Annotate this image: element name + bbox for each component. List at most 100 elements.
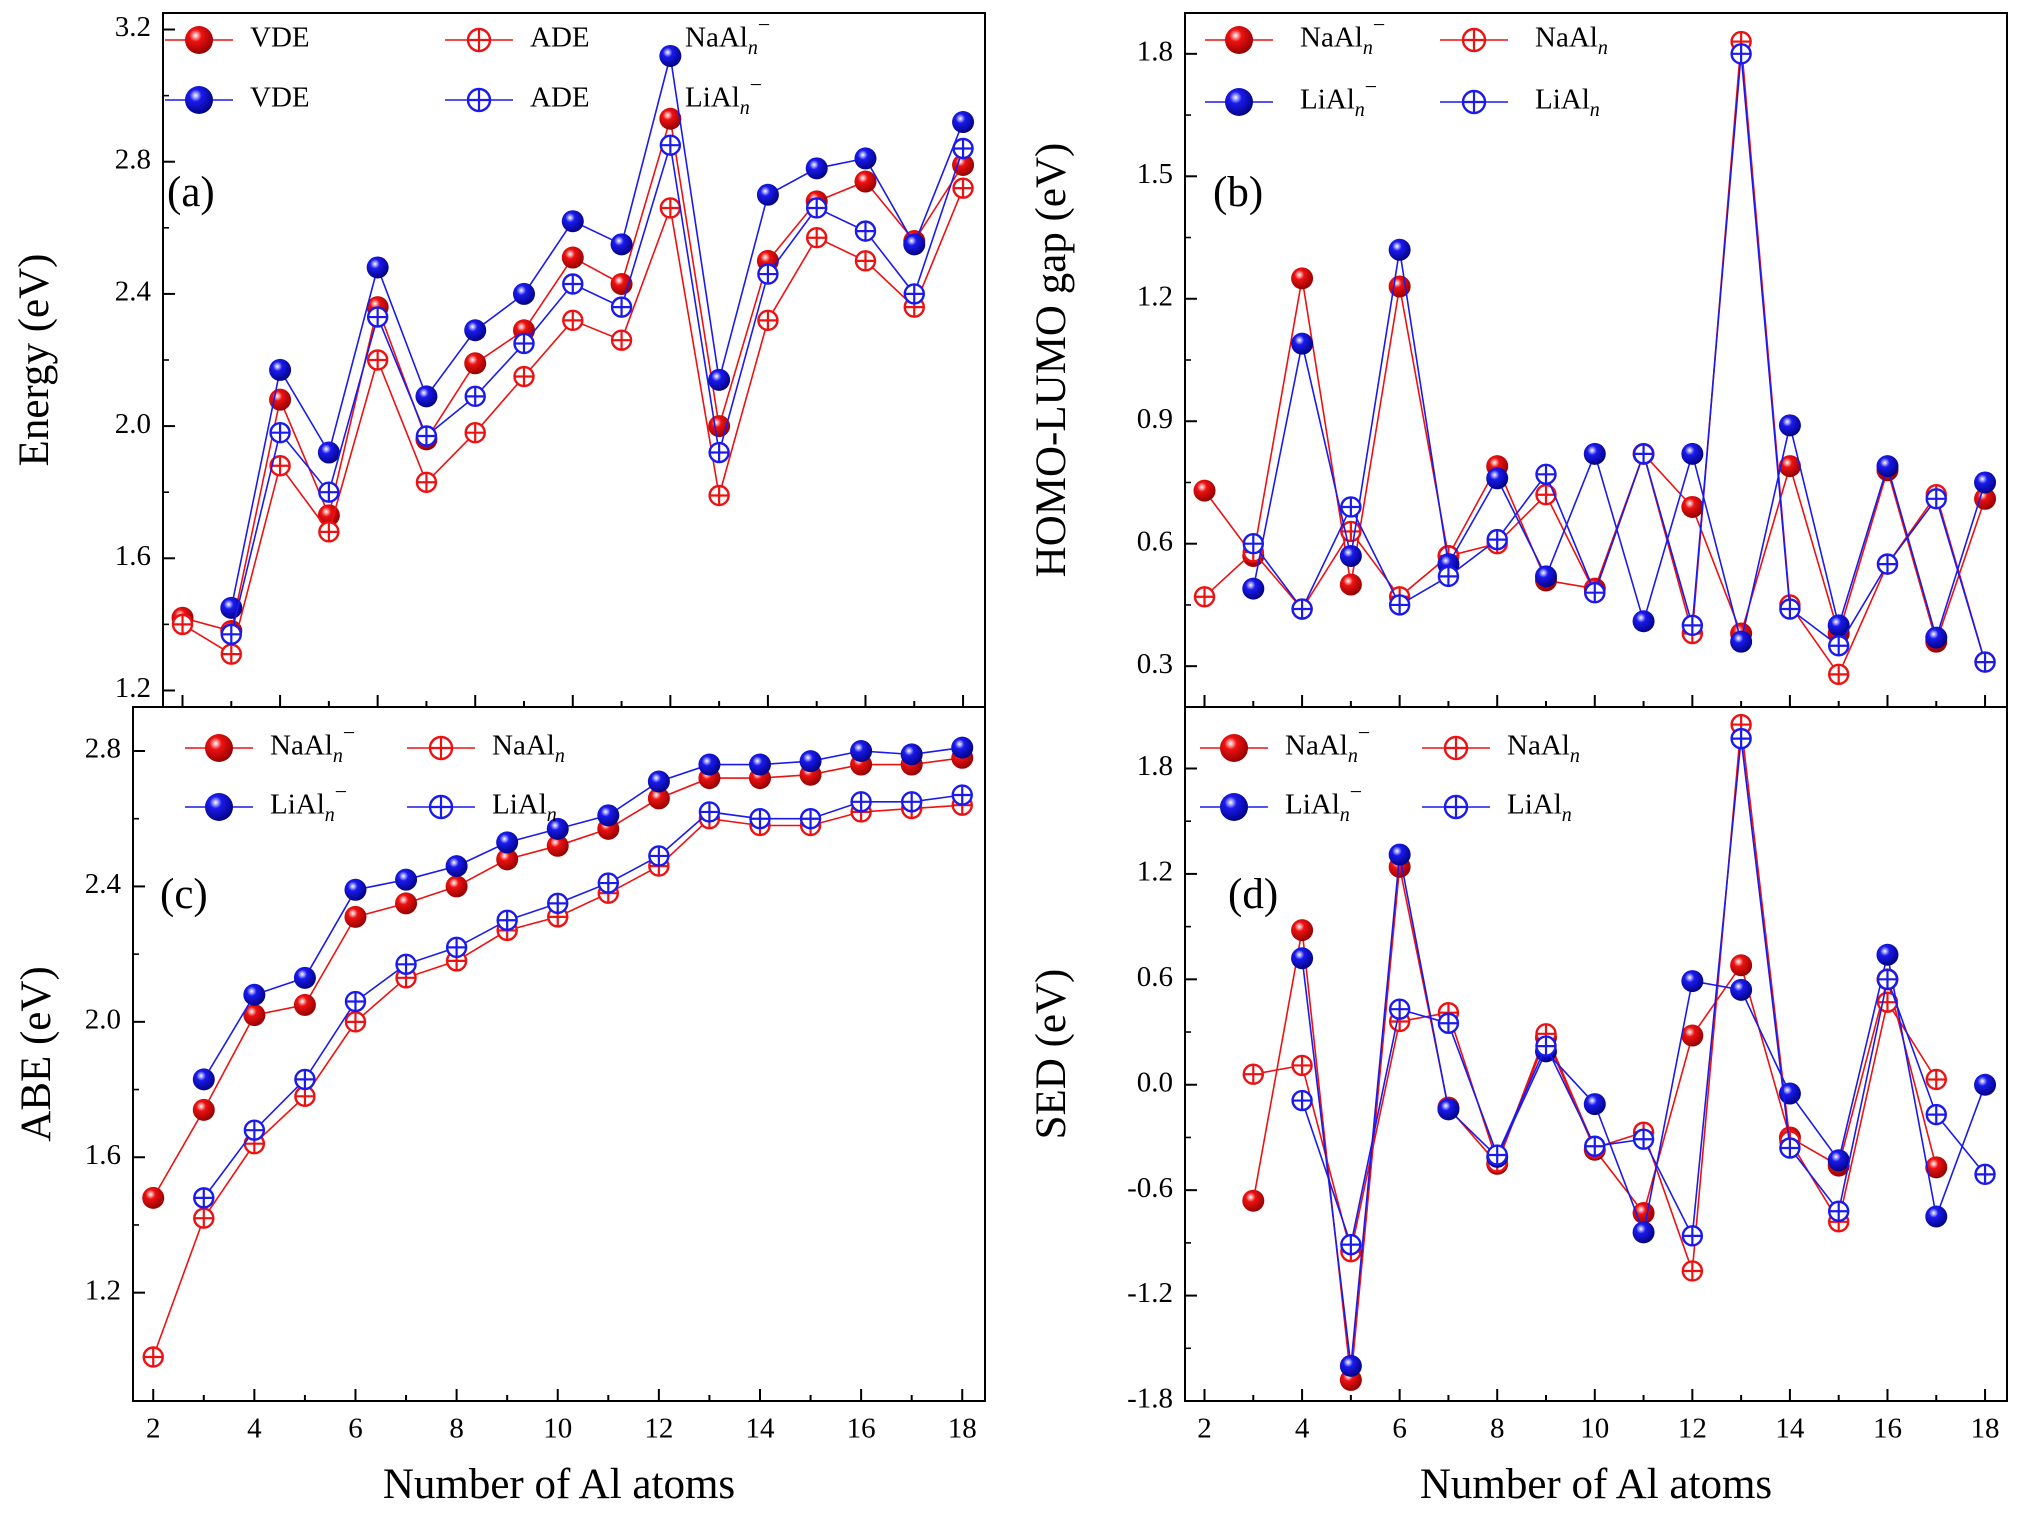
data-point: [1535, 1035, 1557, 1057]
legend-label: ADE: [530, 82, 590, 114]
data-point: [1632, 1128, 1655, 1150]
y-tick-label: 0.0: [1137, 1066, 1173, 1098]
data-point: [698, 753, 721, 776]
data-point: [952, 177, 974, 199]
data-point: [243, 1119, 266, 1141]
data-point: [1291, 1054, 1313, 1077]
data-point: [610, 233, 633, 256]
x-tick-label: 2: [1197, 1413, 1212, 1445]
series-line: [230, 55, 964, 609]
data-point: [445, 936, 468, 959]
data-point: [610, 296, 633, 318]
series-na-ball: [1242, 855, 1948, 1391]
data-point: [1925, 1156, 1948, 1179]
data-point: [1437, 565, 1460, 588]
data-point: [1876, 455, 1899, 478]
data-point: [317, 441, 340, 464]
legend-marker: [205, 734, 233, 762]
data-point: [799, 750, 822, 773]
series-line: [203, 746, 963, 1080]
series-li-cross: [220, 134, 974, 645]
panel-label: (a): [167, 169, 215, 216]
data-point: [344, 905, 367, 928]
data-point: [1534, 565, 1557, 588]
series-li-cross: [1242, 43, 1996, 673]
x-tick-label: 2: [146, 1413, 161, 1445]
data-point: [395, 953, 417, 975]
data-point: [805, 227, 828, 249]
x-tick-label: 6: [1392, 1413, 1407, 1445]
data-point: [1339, 573, 1362, 596]
data-point: [659, 134, 682, 156]
series-line: [1252, 866, 1938, 1380]
data-point: [1730, 43, 1752, 65]
data-point: [748, 753, 771, 776]
legend-label: NaAln−: [1285, 720, 1370, 767]
data-point: [1974, 651, 1996, 673]
series-li-ball: [192, 736, 974, 1091]
data-point: [464, 352, 487, 375]
data-point: [1681, 495, 1704, 518]
data-point: [344, 1011, 367, 1033]
series-line: [203, 794, 963, 1199]
data-point: [269, 422, 291, 444]
chart-panel-d: -1.8 -1.2 -0.6 0.0 0.6 1.2 1.8 2 4 6 8 10 12 14 16 18 SE…: [1028, 706, 2008, 1508]
data-point: [445, 855, 468, 878]
legend-marker: [1443, 735, 1469, 761]
data-point: [757, 263, 779, 285]
data-point: [1779, 1137, 1801, 1159]
data-point: [1486, 467, 1509, 490]
legend-marker: [1461, 27, 1487, 53]
data-point: [1778, 414, 1801, 437]
legend-marker: [185, 26, 213, 54]
data-point: [805, 197, 828, 219]
data-point: [1681, 970, 1704, 993]
legend-label: VDE: [250, 82, 310, 114]
series-line: [1252, 249, 1986, 642]
data-point: [1827, 663, 1850, 686]
legend-marker: [1220, 793, 1248, 821]
plot-frame: [132, 706, 986, 1402]
x-tick-label: 4: [247, 1413, 262, 1445]
data-point: [1925, 488, 1947, 510]
data-point: [1242, 1063, 1264, 1085]
y-tick-label: 1.2: [115, 672, 151, 704]
legend-marker: [1225, 26, 1253, 54]
data-point: [757, 309, 779, 332]
x-tick-label: 18: [1971, 1413, 2000, 1445]
data-point: [293, 966, 316, 989]
chart-panel-b: 0.3 0.6 0.9 1.2 1.5 1.8 HOMO-LUMO gap (eV) (b) N…: [1028, 12, 2008, 708]
data-point: [749, 808, 771, 830]
data-point: [903, 283, 925, 305]
y-tick-label: 1.8: [1137, 750, 1173, 782]
data-point: [1242, 577, 1265, 600]
data-point: [1827, 1149, 1850, 1172]
data-point: [1339, 544, 1362, 567]
data-point: [1876, 968, 1899, 991]
y-tick-label: 3.2: [115, 11, 151, 43]
series-line: [230, 144, 964, 635]
data-point: [1291, 267, 1314, 290]
data-point: [546, 817, 569, 840]
y-tick-label: 1.2: [1137, 280, 1173, 312]
data-point: [1193, 586, 1216, 608]
data-point: [1291, 1089, 1313, 1112]
data-point: [1681, 614, 1704, 637]
y-tick-label: 1.2: [1137, 856, 1173, 888]
data-point: [1437, 1012, 1460, 1034]
data-point: [344, 878, 367, 901]
data-point: [1876, 943, 1899, 966]
x-tick-label: 14: [1775, 1413, 1805, 1445]
data-point: [708, 441, 730, 464]
legend-label: VDE: [250, 22, 310, 54]
x-tick-label: 12: [1678, 1413, 1707, 1445]
y-tick-label: 2.8: [115, 143, 151, 175]
data-point: [243, 1004, 266, 1027]
data-point: [193, 1187, 215, 1209]
y-axis-title: HOMO-LUMO gap (eV): [1028, 143, 1075, 578]
series-na-cross: [142, 794, 973, 1368]
data-point: [1925, 1068, 1947, 1091]
data-point: [756, 183, 779, 206]
plot-frame: [1184, 706, 2008, 1402]
data-point: [1827, 1200, 1850, 1222]
